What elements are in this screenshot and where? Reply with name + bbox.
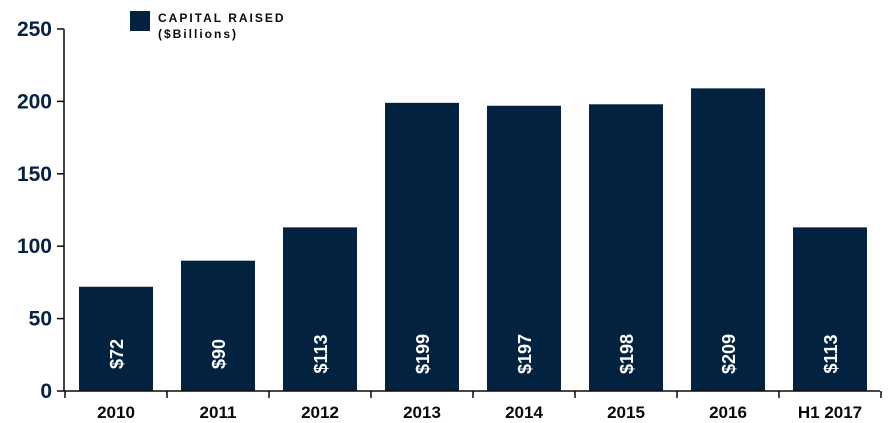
bar-value-label: $113 xyxy=(311,334,331,373)
bar xyxy=(793,227,867,391)
x-category-label: 2016 xyxy=(709,403,747,422)
bar-value-label: $209 xyxy=(719,334,739,374)
bar-value-label: $72 xyxy=(107,339,127,369)
x-category-label: 2015 xyxy=(607,403,645,422)
x-category-label: 2010 xyxy=(97,403,135,422)
x-category-label: 2013 xyxy=(403,403,441,422)
bar xyxy=(691,88,765,392)
bar xyxy=(487,105,561,391)
bar xyxy=(283,227,357,391)
chart-legend: CAPITAL RAISED ($Billions) xyxy=(130,11,286,41)
bar xyxy=(589,104,663,392)
y-tick-label: 150 xyxy=(17,163,52,186)
bar-series: $72 $90 $113 $199 $197 $198 $209 $113 xyxy=(79,88,867,392)
x-category-label: 2012 xyxy=(301,403,339,422)
bar xyxy=(181,260,255,391)
y-tick-label: 100 xyxy=(17,235,52,258)
bar-value-label: $197 xyxy=(515,334,535,374)
bar-value-label: $90 xyxy=(209,339,229,369)
bar-value-label: $113 xyxy=(821,334,841,373)
bar xyxy=(79,286,153,391)
legend-swatch xyxy=(130,11,150,31)
y-tick-label: 250 xyxy=(17,18,52,41)
legend-series-name: CAPITAL RAISED xyxy=(158,11,286,25)
y-axis: 0 50 100 150 200 250 xyxy=(17,18,65,403)
x-category-label: 2014 xyxy=(505,403,543,422)
bar xyxy=(385,102,459,392)
x-category-label: H1 2017 xyxy=(798,403,862,422)
y-tick-label: 50 xyxy=(29,308,52,331)
bar-value-label: $199 xyxy=(413,334,433,374)
y-tick-label: 200 xyxy=(17,90,52,113)
y-tick-label: 0 xyxy=(40,380,52,403)
legend-series-unit: ($Billions) xyxy=(158,27,238,41)
x-category-label: 2011 xyxy=(200,403,237,422)
bar-value-label: $198 xyxy=(617,334,637,374)
x-axis: 2010 2011 2012 2013 2014 2015 2016 H1 2017 xyxy=(64,390,882,422)
